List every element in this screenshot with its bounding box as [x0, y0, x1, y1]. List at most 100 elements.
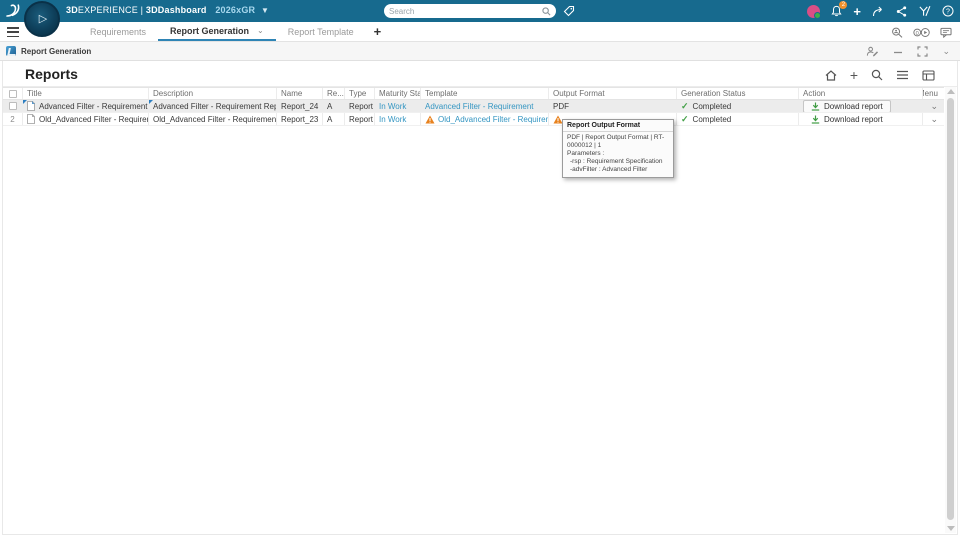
report-title[interactable]: Advanced Filter - Requirement — [39, 101, 148, 111]
hamburger-menu-icon[interactable] — [7, 27, 19, 37]
widget-title: Report Generation — [21, 46, 92, 56]
report-revision: A — [327, 114, 333, 124]
search-input[interactable] — [389, 6, 542, 16]
share-arrow-icon[interactable] — [872, 6, 885, 17]
row-checkbox[interactable] — [8, 102, 17, 110]
user-search-icon[interactable] — [891, 27, 903, 38]
column-header-template[interactable]: Template — [421, 88, 549, 99]
card-view-icon[interactable] — [922, 69, 935, 81]
warning-icon[interactable] — [553, 115, 563, 124]
add-report-icon[interactable]: + — [849, 67, 858, 83]
select-all-checkbox[interactable] — [8, 89, 17, 98]
widget-menu-chevron-icon[interactable]: ⌄ — [942, 46, 950, 56]
template-link[interactable]: Advanced Filter - Requirement — [425, 101, 534, 111]
download-icon — [811, 115, 820, 124]
report-revision: A — [327, 101, 333, 111]
column-header-description[interactable]: Description — [149, 88, 277, 99]
notifications-bell-icon[interactable]: 2 — [831, 1, 848, 17]
page-title: Reports — [25, 66, 78, 82]
document-icon — [27, 101, 35, 111]
report-generation-app-icon — [6, 46, 16, 56]
svg-text:?: ? — [946, 8, 950, 15]
reports-panel: Reports + — [2, 61, 958, 535]
report-description[interactable]: Advanced Filter - Requirement Report — [153, 101, 277, 111]
download-report-button[interactable]: Download report — [803, 114, 891, 125]
user-avatar[interactable] — [807, 4, 822, 19]
generation-status: Completed — [692, 101, 732, 111]
tooltip-line: -rsp : Requirement Specification — [570, 158, 663, 165]
output-format: PDF — [553, 101, 569, 111]
vertical-scrollbar[interactable] — [945, 87, 956, 533]
compass-icon[interactable]: ▷ — [24, 1, 60, 37]
minimize-icon[interactable] — [893, 47, 903, 57]
row-menu-chevron-icon[interactable]: ⌄ — [930, 113, 938, 124]
table-header-row: Title Description Name Re... Type Maturi… — [3, 87, 944, 100]
report-title[interactable]: Old_Advanced Filter - Requirement — [39, 114, 148, 124]
search-table-icon[interactable] — [871, 69, 883, 81]
global-search[interactable] — [384, 4, 556, 18]
output-format-tooltip: Report Output Format PDF | Report Output… — [562, 119, 674, 178]
tooltip-line: Parameters : — [567, 150, 605, 157]
scrollbar-thumb[interactable] — [947, 98, 954, 520]
table-row[interactable]: 2 Old_Advanced Filter - Requirement Old_… — [3, 113, 944, 126]
notification-badge: 2 — [839, 1, 848, 9]
tooltip-title: Report Output Format — [563, 120, 673, 132]
tab-report-template[interactable]: Report Template — [287, 26, 354, 37]
column-header-generation-status[interactable]: Generation Status — [677, 88, 799, 99]
tooltip-line: -advFilter : Advanced Filter — [570, 166, 648, 173]
reports-table: Title Description Name Re... Type Maturi… — [3, 87, 944, 126]
column-header-maturity[interactable]: Maturity State — [375, 88, 421, 99]
column-header-title[interactable]: Title — [23, 88, 149, 99]
scroll-up-icon[interactable] — [947, 89, 955, 94]
top-bar: ▷ 3DEXPERIENCE | 3DDashboard 2026xGR ▼ 2 — [0, 0, 960, 37]
widget-header: Report Generation ⌄ — [0, 42, 960, 61]
tab-options-chevron-icon[interactable]: ⌄ — [257, 26, 264, 35]
edit-profile-icon[interactable] — [866, 46, 879, 57]
tab-report-generation[interactable]: Report Generation ⌄ — [158, 22, 276, 41]
3ds-logo-icon — [5, 3, 21, 18]
maturity-state[interactable]: In Work — [379, 101, 407, 111]
search-icon[interactable] — [542, 6, 551, 16]
add-tab-button[interactable]: + — [373, 24, 382, 39]
row-menu-chevron-icon[interactable]: ⌄ — [930, 100, 938, 111]
add-content-icon[interactable]: + — [853, 3, 861, 19]
report-name: Report_24 — [281, 101, 319, 111]
platform-version[interactable]: 2026xGR — [215, 5, 256, 15]
document-icon — [27, 114, 35, 124]
report-type: Report — [349, 101, 374, 111]
tab-requirements[interactable]: Requirements — [90, 26, 147, 37]
help-icon[interactable]: ? — [942, 5, 954, 17]
download-report-button[interactable]: Download report — [803, 100, 891, 112]
column-header-action[interactable]: Action — [799, 88, 923, 99]
report-description[interactable]: Old_Advanced Filter - Requirement Report — [153, 114, 277, 124]
tag-icon[interactable] — [563, 5, 575, 17]
warning-icon — [425, 115, 435, 124]
home-icon[interactable] — [825, 69, 837, 81]
column-header-output-format[interactable]: Output Format — [549, 88, 677, 99]
media-play-counter-icon[interactable]: 0 — [913, 27, 930, 38]
maximize-icon[interactable] — [917, 46, 929, 57]
chevron-down-icon[interactable]: ▼ — [260, 6, 270, 15]
column-header-type[interactable]: Type — [345, 88, 375, 99]
table-row[interactable]: Advanced Filter - Requirement Advanced F… — [3, 100, 944, 113]
chat-icon[interactable] — [940, 27, 952, 38]
report-type: Report — [349, 114, 374, 124]
list-view-icon[interactable] — [896, 70, 909, 80]
column-header-revision[interactable]: Re... — [323, 88, 345, 99]
template-link[interactable]: Old_Advanced Filter - Requirement — [438, 114, 548, 124]
maturity-state[interactable]: In Work — [379, 114, 407, 124]
tooltip-line: PDF | Report Output Format | RT-0000012 … — [567, 134, 665, 149]
report-name: Report_23 — [281, 114, 319, 124]
brand-title: 3DEXPERIENCE | 3DDashboard 2026xGR ▼ — [66, 5, 270, 15]
svg-text:0: 0 — [916, 30, 919, 36]
column-header-name[interactable]: Name — [277, 88, 323, 99]
marketplace-icon[interactable] — [918, 5, 931, 17]
column-header-menu: Menu — [923, 89, 938, 98]
row-number: 2 — [10, 114, 15, 124]
scroll-down-icon[interactable] — [947, 526, 955, 531]
download-icon — [811, 102, 820, 111]
success-check-icon: ✓ — [681, 100, 689, 111]
share-network-icon[interactable] — [896, 5, 907, 17]
dashboard-tab-bar: Requirements Report Generation ⌄ Report … — [0, 22, 960, 42]
success-check-icon: ✓ — [681, 113, 689, 124]
